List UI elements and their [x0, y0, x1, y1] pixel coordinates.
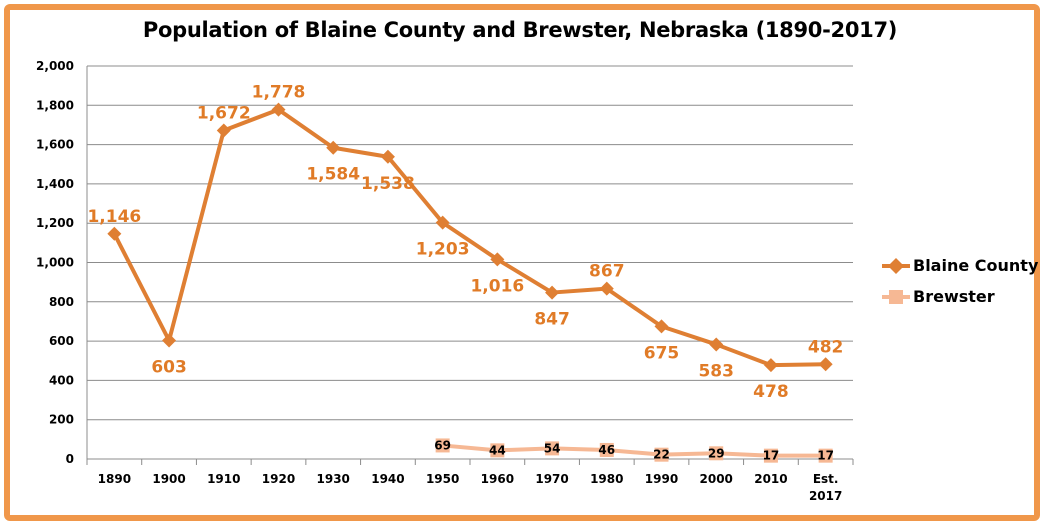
- legend: Blaine County Brewster: [880, 255, 1040, 317]
- point-blaine-county-1890: [107, 226, 122, 241]
- data-label-blaine-county-1940: 1,538: [361, 174, 415, 194]
- data-label-brewster-1970: 54: [544, 441, 561, 455]
- data-label-blaine-county-1970: 847: [534, 310, 570, 330]
- y-tick-label-1400: 1,400: [36, 177, 74, 191]
- chart-title: Population of Blaine County and Brewster…: [142, 18, 898, 42]
- point-blaine-county-1900: [162, 333, 177, 348]
- y-tick-label-1600: 1,600: [36, 138, 74, 152]
- point-brewster-1970: [545, 441, 560, 456]
- data-label-brewster-1980: 46: [598, 443, 615, 457]
- point-brewster-1950: [435, 438, 450, 453]
- data-label-brewster-2010: 17: [763, 449, 780, 463]
- x-tick-label-1890: 1890: [98, 472, 131, 486]
- data-label-blaine-county-2000: 583: [698, 361, 734, 381]
- x-tick-label-1900: 1900: [152, 472, 185, 486]
- data-label-brewster-est-2017: 17: [817, 449, 834, 463]
- y-tick-label-1000: 1,000: [36, 256, 74, 270]
- point-blaine-county-1990: [654, 319, 669, 334]
- point-brewster-2010: [763, 448, 778, 463]
- x-tick-label-1980: 1980: [590, 472, 623, 486]
- point-brewster-2000: [709, 446, 724, 461]
- data-label-blaine-county-1910: 1,672: [197, 103, 251, 123]
- point-brewster-est-2017: [818, 448, 833, 463]
- legend-label-blaine-county: Blaine County: [913, 256, 1039, 275]
- data-label-blaine-county-2010: 478: [753, 382, 789, 402]
- x-tick-label-1960: 1960: [481, 472, 514, 486]
- point-brewster-1990: [654, 447, 669, 462]
- data-label-blaine-county-1950: 1,203: [416, 240, 470, 260]
- point-blaine-county-1910: [216, 123, 231, 138]
- x-tick-label-2010: 2010: [754, 472, 787, 486]
- series-line-blaine-county: [112, 107, 826, 368]
- legend-label-brewster: Brewster: [913, 287, 995, 306]
- data-label-blaine-county-1920: 1,778: [252, 83, 306, 103]
- data-label-brewster-1960: 44: [489, 443, 506, 457]
- x-tick-label-1930: 1930: [317, 472, 350, 486]
- y-tick-label-0: 0: [66, 452, 74, 466]
- x-tick-label-1940: 1940: [371, 472, 404, 486]
- x-tick-label-1970: 1970: [535, 472, 568, 486]
- y-tick-label-200: 200: [49, 413, 74, 427]
- x-tick-label-est-2017: Est. 2017: [809, 472, 842, 503]
- y-tick-label-1800: 1,800: [36, 98, 74, 112]
- x-tick-label-1950: 1950: [426, 472, 459, 486]
- y-tick-label-600: 600: [49, 334, 74, 348]
- x-tick-label-2000: 2000: [700, 472, 733, 486]
- x-tick-label-1920: 1920: [262, 472, 295, 486]
- legend-item-blaine-county: Blaine County: [880, 255, 1040, 286]
- x-tick-label-1910: 1910: [207, 472, 240, 486]
- data-label-blaine-county-1960: 1,016: [470, 276, 524, 296]
- data-label-blaine-county-1930: 1,584: [306, 165, 360, 185]
- point-blaine-county-1950: [435, 215, 450, 230]
- point-blaine-county-est-2017: [818, 357, 833, 372]
- point-brewster-1960: [490, 443, 505, 458]
- point-blaine-county-2000: [709, 337, 724, 352]
- data-label-blaine-county-est-2017: 482: [808, 337, 844, 357]
- y-tick-label-2000: 2,000: [36, 59, 74, 73]
- point-blaine-county-1970: [545, 285, 560, 300]
- data-label-brewster-2000: 29: [708, 446, 725, 460]
- x-tick-label-1990: 1990: [645, 472, 678, 486]
- data-label-blaine-county-1900: 603: [151, 358, 187, 378]
- point-blaine-county-1980: [599, 281, 614, 296]
- legend-item-brewster: Brewster: [880, 286, 1040, 317]
- legend-marker-blaine-county: [882, 258, 910, 274]
- point-blaine-county-1930: [326, 140, 341, 155]
- point-blaine-county-1920: [271, 102, 286, 117]
- data-label-blaine-county-1990: 675: [644, 343, 680, 363]
- point-blaine-county-1940: [380, 149, 395, 164]
- y-tick-label-800: 800: [49, 295, 74, 309]
- series-line-brewster: [442, 443, 826, 458]
- legend-marker-brewster: [882, 290, 910, 304]
- data-label-blaine-county-1980: 867: [589, 262, 625, 282]
- data-label-brewster-1950: 69: [434, 438, 451, 452]
- point-blaine-county-1960: [490, 252, 505, 267]
- point-blaine-county-2010: [763, 358, 778, 373]
- data-label-blaine-county-1890: 1,146: [87, 207, 141, 227]
- y-tick-label-400: 400: [49, 373, 74, 387]
- point-brewster-1980: [599, 442, 614, 457]
- y-tick-label-1200: 1,200: [36, 216, 74, 230]
- data-label-brewster-1990: 22: [653, 448, 670, 462]
